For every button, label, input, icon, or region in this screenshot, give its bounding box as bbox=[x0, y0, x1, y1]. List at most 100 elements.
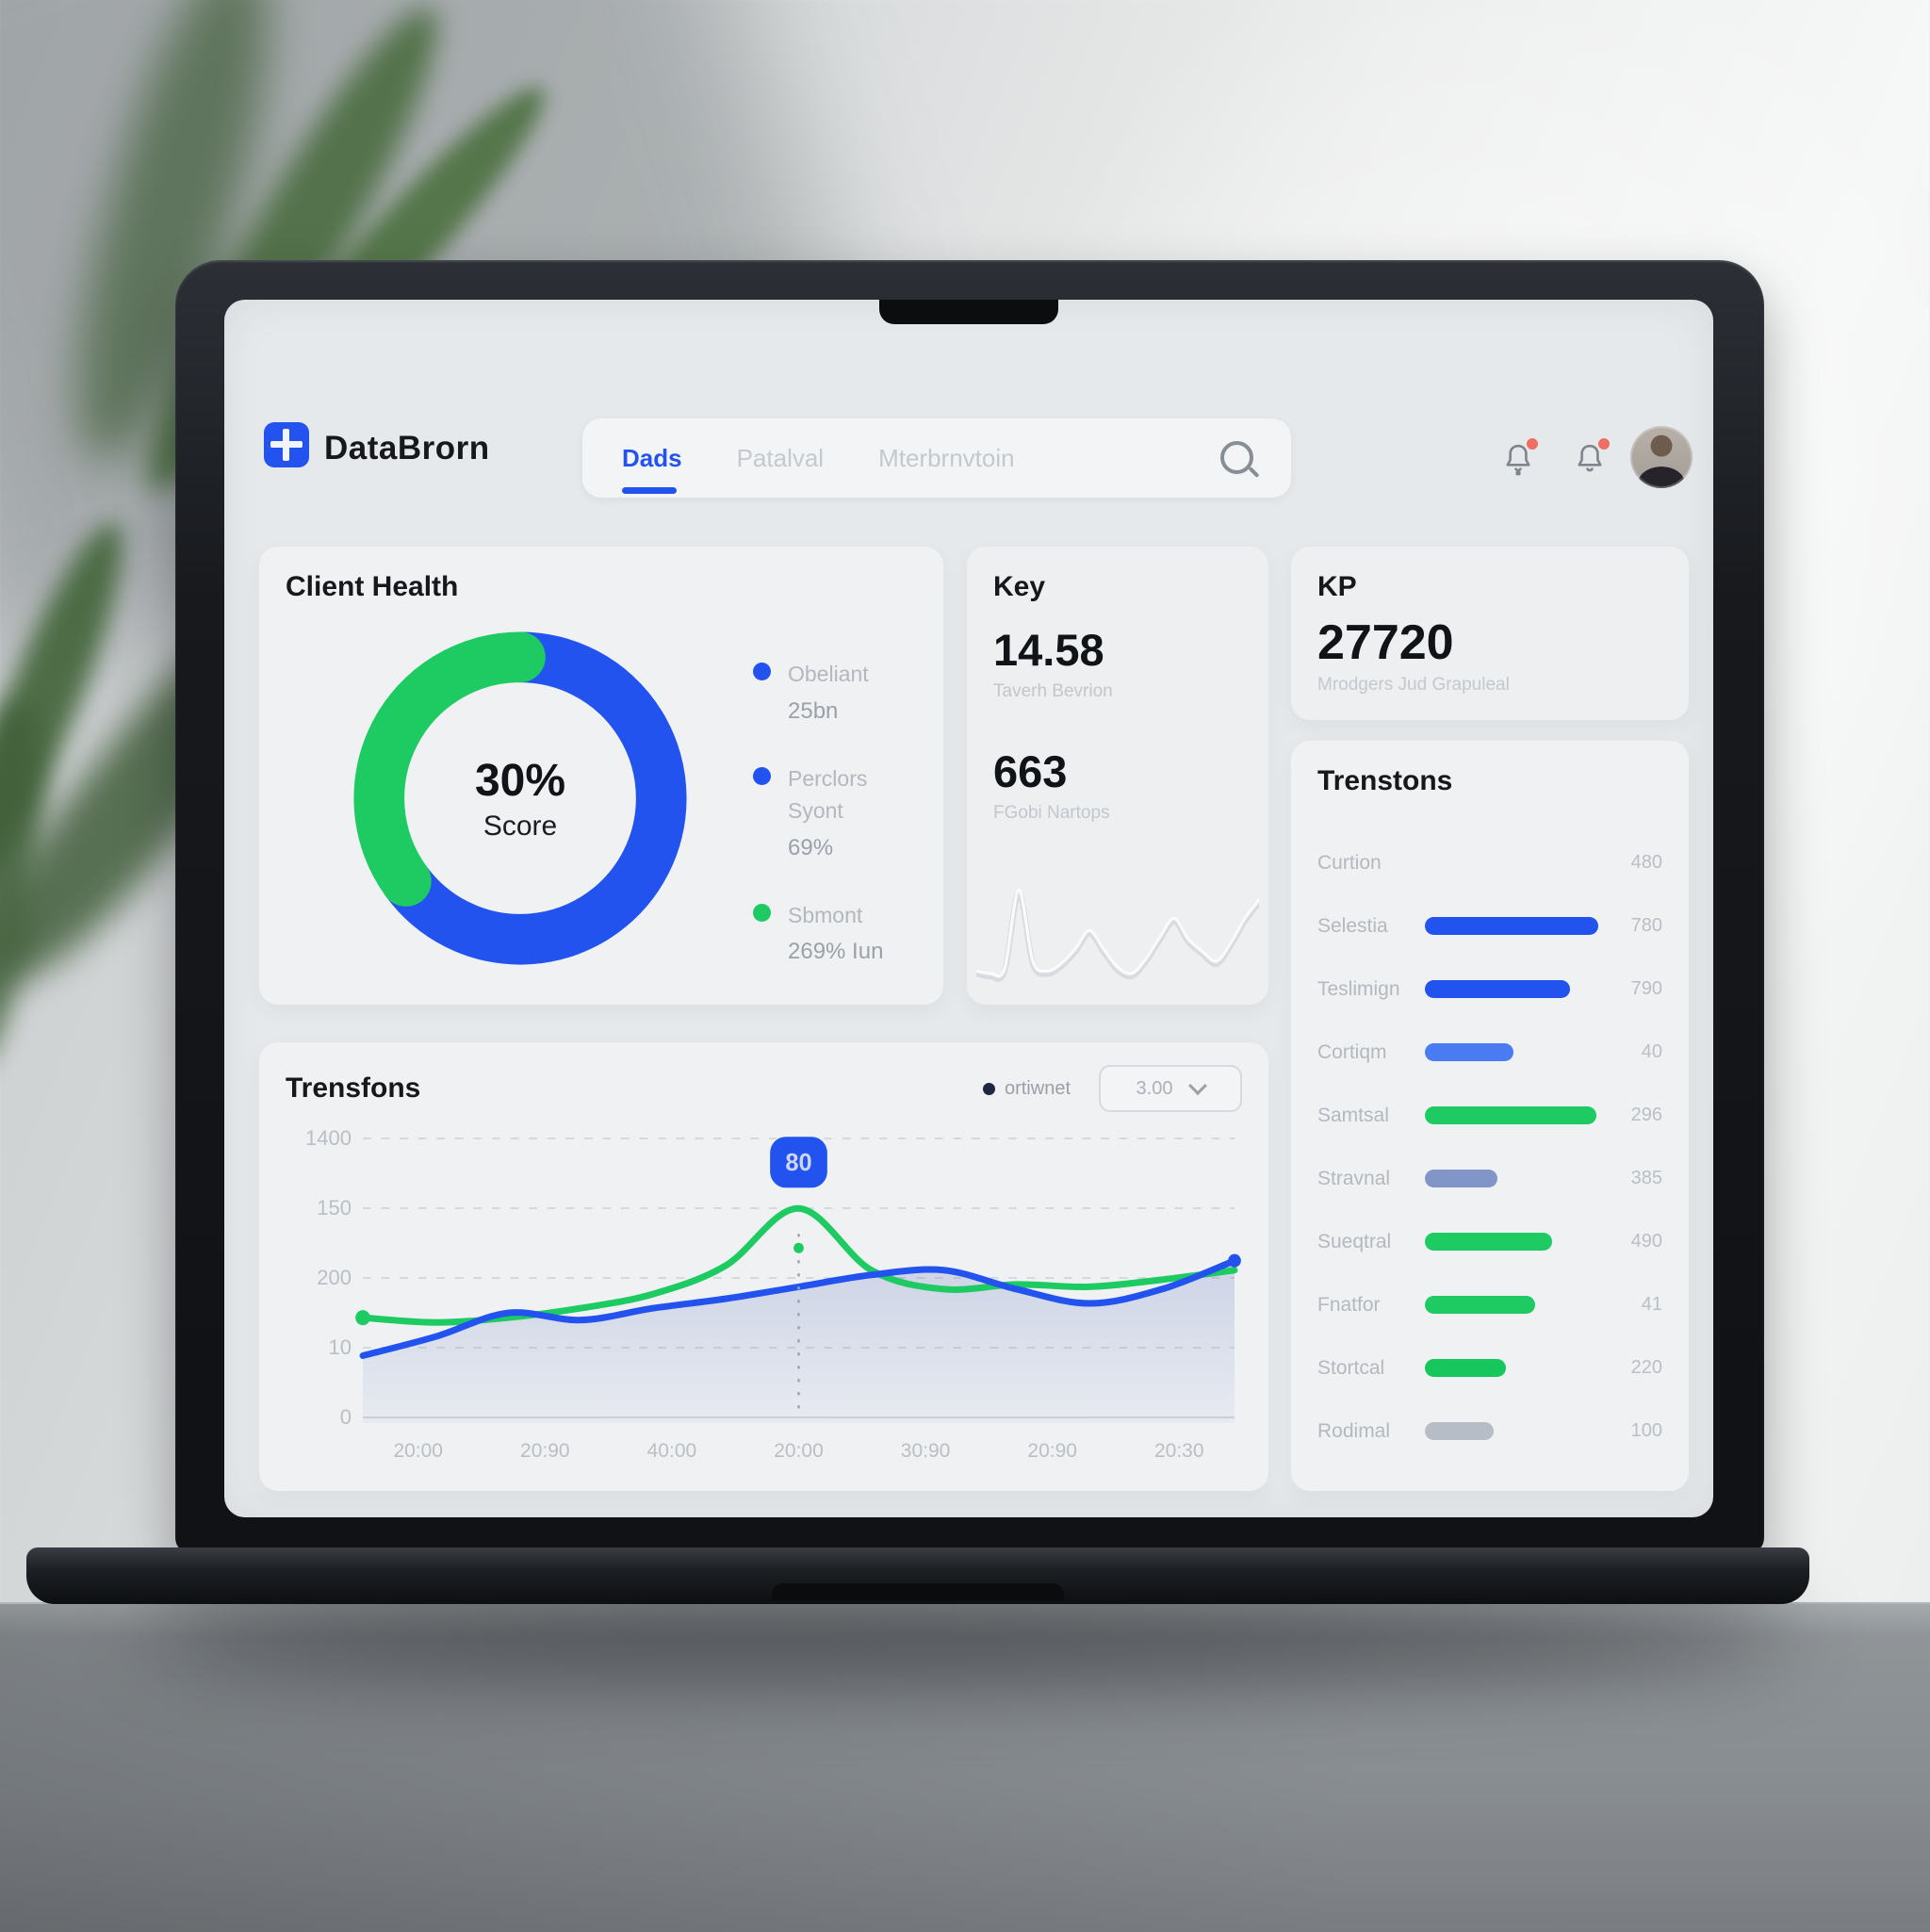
row-value: 40 bbox=[1641, 1041, 1662, 1062]
legend-item: Obeliant 25bn bbox=[753, 658, 923, 725]
x-axis-tick: 20:30 bbox=[1153, 1440, 1204, 1462]
row-bar-track bbox=[1425, 917, 1602, 935]
row-bar bbox=[1425, 1233, 1553, 1251]
user-avatar[interactable] bbox=[1630, 426, 1693, 488]
trenstons-row: Stortcal 220 bbox=[1317, 1336, 1662, 1400]
row-value: 385 bbox=[1630, 1168, 1662, 1188]
row-bar-track bbox=[1425, 1296, 1602, 1314]
trenstons-rows: Curtion 480 Selestia 780 Teslimign 790 Cortiqm… bbox=[1317, 831, 1662, 1463]
x-axis-tick: 20:00 bbox=[774, 1440, 824, 1462]
y-axis-tick: 10 bbox=[328, 1335, 352, 1359]
row-bar bbox=[1425, 1296, 1535, 1314]
y-axis-tick: 150 bbox=[317, 1196, 352, 1220]
legend-dot bbox=[753, 766, 771, 785]
tab-mterbrnvtoin[interactable]: Mterbrnvtoin bbox=[878, 443, 1015, 472]
trensfons-chart-card: Trensfons ortiwnet 3.00 1400 150 200 10 0 80… bbox=[259, 1042, 1268, 1491]
legend-value: 25bn bbox=[788, 697, 839, 724]
key-card-sparkline bbox=[976, 888, 1259, 982]
row-label: Selestia bbox=[1317, 914, 1388, 937]
trenstons-row: Selestia 780 bbox=[1317, 894, 1662, 958]
brand-logo-icon[interactable] bbox=[264, 422, 309, 467]
row-value: 790 bbox=[1630, 978, 1662, 999]
trenstons-row: Curtion 480 bbox=[1317, 831, 1662, 894]
legend-label: Sbmont bbox=[788, 902, 863, 927]
row-bar-track bbox=[1425, 1422, 1602, 1440]
donut-segment-green bbox=[353, 631, 546, 907]
nav-search-bar: Dads Patalval Mterbrnvtoin bbox=[582, 418, 1291, 498]
line-chart-plot: 1400 150 200 10 0 80 20:00 20:90 40:00 20:00 30:… bbox=[286, 1126, 1242, 1465]
legend-value: 69% bbox=[788, 834, 834, 860]
row-value: 490 bbox=[1630, 1231, 1662, 1252]
row-bar-track bbox=[1425, 980, 1602, 998]
score-label: Score bbox=[482, 810, 558, 842]
row-bar bbox=[1425, 980, 1571, 998]
tooltip-badge: 80 bbox=[770, 1137, 827, 1188]
row-value: 100 bbox=[1630, 1420, 1662, 1441]
brand-name: DataBrorn bbox=[324, 430, 490, 467]
svg-text:80: 80 bbox=[785, 1150, 811, 1176]
client-health-card: Client Health 30% Score Obeliant 25bn Perc… bbox=[259, 547, 943, 1005]
chart-legend-dot bbox=[982, 1082, 995, 1095]
row-label: Stravnal bbox=[1317, 1167, 1391, 1189]
x-axis-tick: 20:00 bbox=[393, 1440, 443, 1462]
chart-legend-label: ortiwnet bbox=[1004, 1077, 1071, 1099]
row-value: 296 bbox=[1630, 1105, 1662, 1125]
legend-dot bbox=[753, 903, 771, 922]
y-axis-tick: 1400 bbox=[305, 1126, 352, 1150]
row-bar bbox=[1425, 1422, 1495, 1440]
laptop-base bbox=[26, 1547, 1809, 1604]
donut-segment-blue bbox=[381, 631, 687, 965]
client-health-title: Client Health bbox=[286, 571, 459, 602]
trenstons-row: Fnatfor 41 bbox=[1317, 1273, 1662, 1336]
dropdown-value: 3.00 bbox=[1136, 1077, 1173, 1099]
legend-label: Obeliant bbox=[788, 662, 869, 686]
trenstons-row: Samtsal 296 bbox=[1317, 1084, 1662, 1147]
notification-bell-icon[interactable] bbox=[1498, 438, 1538, 481]
legend-label: Perclors Syont bbox=[788, 765, 868, 824]
row-label: Fnatfor bbox=[1317, 1293, 1381, 1316]
row-bar bbox=[1425, 1170, 1498, 1187]
row-value: 220 bbox=[1630, 1357, 1662, 1378]
client-health-legend: Obeliant 25bn Perclors Syont 69% Sbmont 269% … bbox=[753, 658, 923, 965]
key-card-title: Key bbox=[993, 571, 1046, 602]
legend-dot bbox=[753, 663, 771, 680]
row-bar bbox=[1425, 1106, 1597, 1124]
trenstons-row: Rodimal 100 bbox=[1317, 1400, 1662, 1463]
row-label: Cortiqm bbox=[1317, 1040, 1387, 1063]
trenstons-title: Trenstons bbox=[1317, 765, 1453, 796]
row-label: Samtsal bbox=[1317, 1104, 1389, 1126]
row-label: Rodimal bbox=[1317, 1419, 1391, 1442]
row-bar-track bbox=[1425, 1359, 1602, 1377]
camera-notch bbox=[879, 300, 1058, 324]
chevron-down-icon bbox=[1188, 1076, 1208, 1096]
laptop-screen: DataBrorn Dads Patalval Mterbrnvtoin Clien… bbox=[224, 300, 1713, 1517]
donut-center: 30% Score bbox=[352, 630, 689, 967]
time-range-dropdown[interactable]: 3.00 bbox=[1099, 1065, 1242, 1112]
legend-item: Sbmont 269% Iun bbox=[753, 899, 923, 966]
row-bar bbox=[1425, 1359, 1507, 1377]
tab-patalval[interactable]: Patalval bbox=[736, 443, 825, 472]
laptop-shadow bbox=[141, 1591, 1800, 1681]
row-bar-track bbox=[1425, 1106, 1602, 1124]
row-bar-track bbox=[1425, 1043, 1602, 1061]
row-bar bbox=[1425, 1043, 1513, 1061]
legend-item: Perclors Syont 69% bbox=[753, 762, 923, 861]
row-label: Sueqtral bbox=[1317, 1230, 1392, 1253]
row-bar-track bbox=[1425, 1170, 1602, 1187]
row-bar-track bbox=[1425, 854, 1602, 872]
tab-dads[interactable]: Dads bbox=[622, 443, 682, 494]
row-value: 480 bbox=[1630, 852, 1662, 873]
key-metric-label: FGobi Nartops bbox=[993, 803, 1110, 823]
notification-bell-icon[interactable] bbox=[1570, 438, 1610, 481]
y-axis-tick: 0 bbox=[339, 1405, 352, 1429]
key-metric-value: 663 bbox=[993, 746, 1068, 796]
row-value: 780 bbox=[1630, 915, 1662, 936]
green-series-line bbox=[359, 1204, 1238, 1326]
row-bar bbox=[1425, 917, 1599, 935]
kp-label: Mrodgers Jud Grapuleal bbox=[1317, 675, 1510, 695]
x-axis-tick: 20:90 bbox=[520, 1440, 570, 1462]
search-icon[interactable] bbox=[1220, 441, 1253, 474]
key-metric-label: Taverh Bevrion bbox=[993, 681, 1113, 701]
x-axis-tick: 30:90 bbox=[900, 1440, 951, 1462]
trenstons-row: Cortiqm 40 bbox=[1317, 1021, 1662, 1084]
